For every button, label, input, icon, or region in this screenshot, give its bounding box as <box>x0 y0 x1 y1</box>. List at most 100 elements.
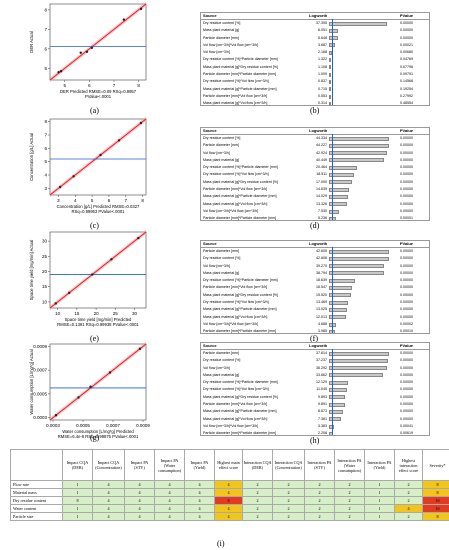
pvalue-cell: 0.00000 <box>400 292 413 297</box>
source-cell: Mass plant material [g] <box>203 372 240 377</box>
score-cell: 16 <box>422 496 449 505</box>
logworth-bar <box>329 271 384 276</box>
table-row: Mass plant material [g] 33.662 0.00000 <box>201 372 429 379</box>
source-cell: Dry residue content [%]*Particle diamete… <box>203 57 278 62</box>
logworth-bar <box>329 380 349 385</box>
x-axis-subtitle: RMSE=6.4e-6 RSq=0.99875 PValue<.0001 <box>58 434 139 439</box>
logworth-table-concentration: Source Logworth PValue Dry residue content … <box>200 127 430 221</box>
table-row: Water content 1 4 4 4 4 4 2 2 2 2 1 4 16 <box>10 504 449 513</box>
score-cell: 2 <box>394 512 423 521</box>
logworth-bar <box>329 21 387 26</box>
logworth-bar-cell <box>329 299 391 306</box>
table-row: Dry residue content [%]*Vol flow [cm^3/h… <box>201 299 429 306</box>
score-cell: 2 <box>272 504 305 513</box>
table-row: Mass plant material [g]*Dry residue cont… <box>201 64 429 71</box>
score-cell: 1 <box>62 488 93 497</box>
logworth-bar <box>329 202 347 207</box>
logworth-bar-cell <box>329 150 391 157</box>
source-cell: Dry residue content [%]*Vol flow [cm^3/h… <box>203 300 269 305</box>
logworth-bar-cell <box>329 423 391 430</box>
source-cell: Vol flow [cm^3/h] <box>203 150 230 155</box>
data-point <box>68 291 71 294</box>
table-row: Dry residue content [%] 37.395 0.00000 <box>201 20 429 27</box>
source-cell: Dry residue content [%]*Vol flow [cm^3/h… <box>203 79 269 84</box>
pvalue-cell: 0.00000 <box>400 285 413 290</box>
table-row: Dry residue content [%] 42.606 0.00000 <box>201 255 429 262</box>
logworth-bar <box>329 36 338 41</box>
pvalue-cell: 0.00000 <box>400 150 413 155</box>
data-point <box>138 347 142 350</box>
logworth-bar-cell <box>329 263 391 270</box>
logworth-cell: 37.395 <box>316 21 327 25</box>
logworth-bar <box>329 424 335 429</box>
logworth-bar <box>329 366 387 371</box>
column-header: Interaction CQA (DER) <box>242 449 273 481</box>
y-tick-label: 6 <box>44 46 47 51</box>
logworth-cell: 42.605 <box>316 249 327 253</box>
column-header: PValue <box>399 241 413 246</box>
significance-reference-line <box>332 349 333 435</box>
y-tick-label: 0.0007 <box>33 368 47 373</box>
logworth-bar <box>329 278 356 283</box>
score-cell: 2 <box>394 496 423 505</box>
score-cell: 1 <box>62 480 93 489</box>
source-cell: Mass plant material [g]*Particle diamete… <box>203 194 277 199</box>
score-cell: 4 <box>184 480 215 489</box>
pvalue-cell: 0.00000 <box>400 358 413 363</box>
table-row: Dry residue content [%]*Vol flow [cm^3/h… <box>201 78 429 85</box>
logworth-bar <box>329 300 348 305</box>
table-row: Mass plant material [g]*Dry residue cont… <box>201 292 429 299</box>
column-header: Highest main effect score <box>214 449 243 481</box>
table-row: Material mass 1 4 4 4 4 4 2 2 2 2 1 2 8 <box>10 488 449 497</box>
pvalue-cell: 0.00000 <box>400 179 413 184</box>
score-cell: 4 <box>394 504 423 513</box>
logworth-bar-cell <box>329 408 391 415</box>
source-cell: Particle diameter [mm] <box>203 35 239 40</box>
source-cell: Dry residue content [%] <box>203 256 241 261</box>
logworth-bar-cell <box>329 157 391 164</box>
pvalue-cell: 0.48554 <box>400 101 413 106</box>
column-header: PValue <box>399 13 413 18</box>
source-cell: Mass plant material [g]*Vol flow [cm^3/h… <box>203 416 268 421</box>
logworth-bar-cell <box>329 56 391 63</box>
column-header: Interaction PA (Yield) <box>364 449 395 481</box>
source-cell: Particle diameter [mm]*Vol flow [cm^3/h] <box>203 93 268 98</box>
score-cell: 4 <box>214 480 243 489</box>
table-row: Vol flow [cm^3/h] 2.168 0.00680 <box>201 49 429 56</box>
table-row: Particle diameter [mm] 37.614 0.00000 <box>201 350 429 357</box>
logworth-cell: 33.662 <box>316 372 327 377</box>
score-cell: 2 <box>304 480 335 489</box>
source-cell: Dry residue content [%] <box>203 358 241 363</box>
score-cell: 1 <box>364 480 395 489</box>
logworth-bar-cell <box>329 386 391 393</box>
data-point <box>85 50 89 53</box>
logworth-bar <box>329 431 333 435</box>
x-tick-label: 30 <box>132 311 138 316</box>
logworth-cell: 3.985 <box>318 329 327 334</box>
table-row: Dry residue content [%]*Particle diamete… <box>201 277 429 284</box>
row-label: Material mass <box>10 488 63 497</box>
panel-label-f: (f) <box>310 334 318 343</box>
source-cell: Vol flow [cm^3/h]*Vol flow [cm^3/h] <box>203 321 259 326</box>
column-header: Impact PA (STY) <box>124 449 155 481</box>
logworth-cell: 36.292 <box>316 365 327 370</box>
y-tick-label: 5 <box>44 159 47 164</box>
score-cell: 4 <box>184 496 215 505</box>
column-header: Logworth <box>309 128 328 133</box>
column-header: Interaction CQA (Concentration) <box>272 449 305 481</box>
panel-label-g: (g) <box>90 433 100 442</box>
panel-label-a: (a) <box>90 106 99 115</box>
x-tick-label: 6 <box>108 198 111 203</box>
logworth-cell: 12.129 <box>316 380 327 385</box>
y-tick-label: 5 <box>44 66 47 71</box>
data-point <box>139 121 143 125</box>
score-cell: 2 <box>334 512 365 521</box>
column-header: Severity* <box>422 449 449 481</box>
fit-line <box>49 3 147 81</box>
logworth-cell: 44.334 <box>316 136 327 140</box>
column-header: Logworth <box>309 343 328 348</box>
pvalue-cell: 0.00680 <box>400 50 413 55</box>
data-point <box>59 70 63 73</box>
table-row: Vol flow [cm^3/h]*Vol flow [cm^3/h] 3.687… <box>201 42 429 49</box>
logworth-cell: 0.553 <box>318 93 327 98</box>
